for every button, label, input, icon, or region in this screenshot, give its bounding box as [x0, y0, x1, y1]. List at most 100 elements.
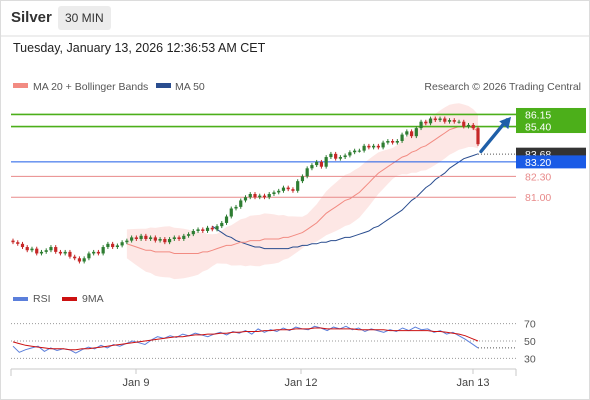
candle-body [253, 194, 257, 198]
candles [11, 116, 480, 264]
candle-body [144, 235, 148, 240]
symbol-title: Silver [11, 9, 52, 26]
candle-body [73, 256, 77, 259]
candle-body [424, 121, 428, 124]
level-label-resistance: 86.15 [525, 109, 551, 121]
candle-body [68, 251, 72, 257]
candle-body [419, 121, 423, 129]
ma20-line [126, 126, 479, 254]
candle-body [395, 140, 399, 143]
arrow-head [499, 116, 511, 130]
candle-body [111, 243, 115, 248]
level-label-resistance: 85.40 [525, 122, 551, 134]
candle-body [20, 243, 25, 248]
candle-body [234, 206, 238, 209]
candle-body [324, 157, 328, 167]
forecast-arrow [479, 116, 511, 154]
candle-body [163, 239, 167, 243]
rsi-legend-label: RSI [33, 293, 51, 305]
time-axis: Jan 9 Jan 12 Jan 13 [123, 369, 490, 389]
candle-body [196, 229, 200, 231]
candle-body [310, 165, 314, 169]
candle-body [35, 248, 39, 254]
candle-body [44, 250, 48, 252]
candle-body [149, 237, 153, 240]
candle-body [329, 153, 333, 158]
candle-body [220, 222, 224, 227]
candle-body [400, 134, 404, 141]
candle-body [106, 243, 110, 248]
candle-body [115, 245, 119, 248]
candle-body [191, 230, 195, 235]
candle-body [338, 157, 342, 159]
time-tick-label: Jan 12 [284, 377, 317, 389]
level-box-pivot [516, 155, 586, 169]
candle-body [447, 120, 452, 122]
candle-body [476, 128, 480, 145]
candle-body [54, 247, 58, 252]
candle-body [296, 181, 300, 191]
rsi-swatch [13, 297, 28, 301]
candle-body [381, 142, 385, 148]
rsi-tick-label: 70 [524, 319, 536, 331]
candle-body [471, 124, 475, 129]
candle-body [224, 216, 229, 223]
candle-body [167, 239, 172, 243]
candle-body [239, 200, 243, 207]
level-box-resistance [516, 120, 586, 134]
candle-body [186, 234, 191, 236]
candle-body [353, 150, 357, 153]
candle-body [134, 237, 138, 240]
candle-body [286, 187, 290, 190]
candle-body [201, 229, 205, 231]
header: Silver 30 MIN [0, 0, 590, 36]
ma50-line [212, 153, 479, 250]
candle-body [153, 237, 157, 241]
candle-body [319, 161, 324, 167]
bollinger-band [126, 103, 479, 280]
candle-body [433, 118, 437, 121]
candle-body [343, 155, 347, 158]
candle-body [300, 176, 305, 182]
rsi-ma-line [12, 327, 479, 351]
candle-body [305, 168, 309, 177]
timeframe-badge[interactable]: 30 MIN [58, 6, 111, 30]
rsi-legend: RSI 9MA [13, 293, 104, 305]
candle-body [258, 195, 262, 198]
candle-body [215, 226, 219, 230]
arrow-shaft [479, 118, 509, 154]
candle-body [30, 248, 34, 251]
candle-body [229, 208, 233, 217]
candle-body [405, 131, 409, 135]
candle-body [96, 251, 101, 254]
credit-label: Research © 2026 Trading Central [424, 81, 581, 93]
candle-body [262, 195, 267, 198]
candle-body [205, 227, 210, 231]
candle-body [315, 161, 319, 166]
candle-body [130, 237, 134, 241]
candle-body [291, 189, 295, 191]
time-tick-label: Jan 13 [456, 377, 489, 389]
candle-body [367, 145, 371, 148]
candle-body [457, 121, 461, 123]
candle-body [452, 120, 456, 122]
candle-body [82, 258, 86, 262]
candle-body [428, 118, 433, 124]
candle-body [58, 251, 63, 254]
candle-body [16, 242, 20, 244]
main-legend: MA 20 + Bollinger Bands MA 50 Research ©… [13, 81, 581, 93]
candle-body [390, 140, 395, 143]
candle-body [25, 247, 29, 251]
ma50-legend-label: MA 50 [175, 81, 205, 93]
candle-body [386, 140, 390, 143]
candle-body [63, 251, 67, 254]
candle-body [182, 235, 186, 240]
candle-body [243, 197, 248, 201]
datetime: Tuesday, January 13, 2026 12:36:53 AM CE… [13, 41, 266, 55]
rsi-ma-swatch [62, 297, 77, 301]
candle-body [139, 235, 143, 240]
candle-body [125, 240, 129, 243]
candle-body [462, 121, 466, 127]
candle-body [334, 153, 338, 159]
candle-body [409, 131, 414, 137]
